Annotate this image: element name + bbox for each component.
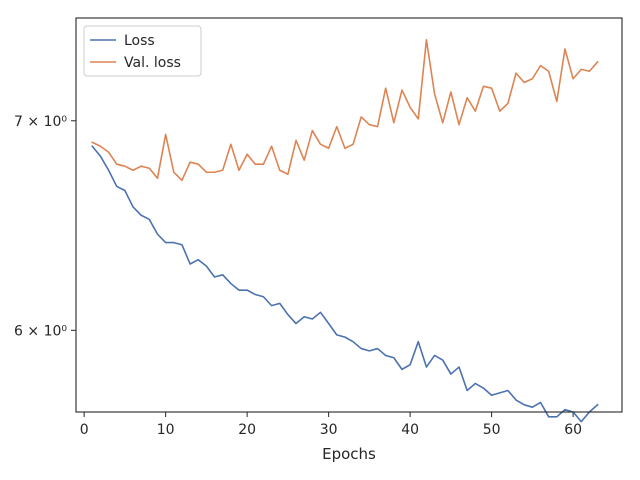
x-tick-label: 50 <box>483 422 501 438</box>
x-axis-label: Epochs <box>322 445 376 463</box>
x-tick-label: 20 <box>238 422 256 438</box>
series-line-val-loss <box>91 38 599 182</box>
series-layer <box>91 38 599 423</box>
x-tick-label: 0 <box>80 422 89 438</box>
x-tick-label: 10 <box>157 422 175 438</box>
x-axis: 0 10 20 30 40 50 60 <box>80 412 582 438</box>
x-tick-label: 30 <box>320 422 338 438</box>
x-tick-label: 60 <box>564 422 582 438</box>
legend-box <box>83 25 202 77</box>
legend-label: Val. loss <box>124 55 181 71</box>
plot-area <box>76 18 622 412</box>
plot-frame <box>75 17 623 413</box>
series-line-loss <box>91 145 599 423</box>
x-tick-label: 40 <box>401 422 419 438</box>
legend-label: Loss <box>124 33 155 49</box>
y-tick-label: 7 × 10⁰ <box>14 114 67 130</box>
legend: Loss Val. loss <box>83 25 202 77</box>
y-axis: 6 × 10⁰ 7 × 10⁰ <box>14 114 76 339</box>
y-tick-label: 6 × 10⁰ <box>14 323 67 339</box>
